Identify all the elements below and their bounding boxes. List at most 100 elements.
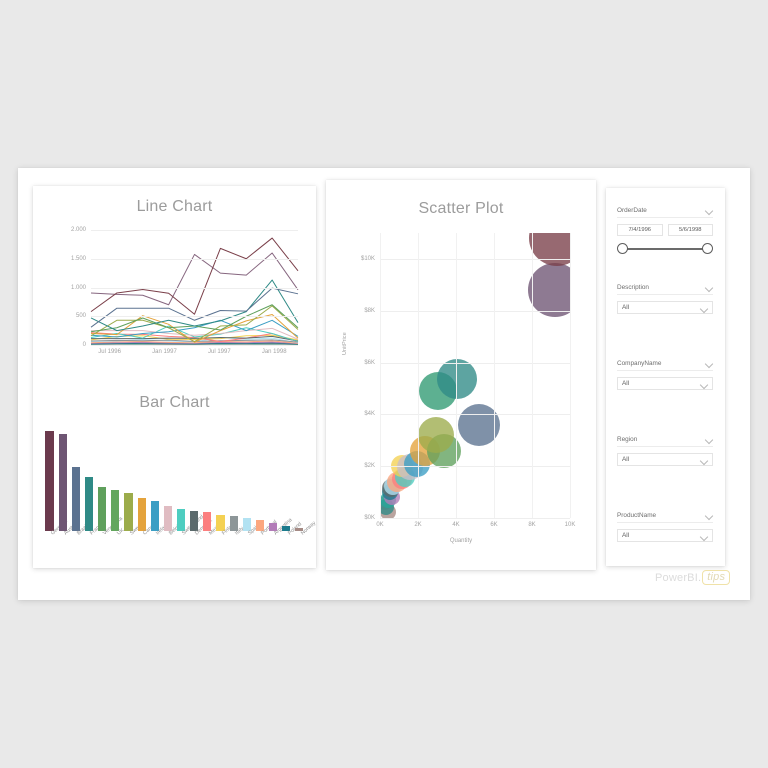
filter-description[interactable]: Description All	[617, 283, 713, 314]
bar-chart-bar[interactable]	[124, 493, 133, 531]
filter-region-label: Region	[617, 435, 638, 443]
line-gridline	[91, 230, 298, 231]
line-series	[90, 287, 299, 328]
chevron-down-icon[interactable]	[700, 532, 708, 540]
bar-chart-plot[interactable]: Germa...AustriaBrazilFranceVenezuelaUKSw…	[43, 426, 317, 537]
bar-chart-bar[interactable]	[84, 477, 94, 531]
scatter-plot-area[interactable]: $0K $2K $4K $6K $8K $10K 0K 2K 4K 6K 8K 10K	[361, 233, 575, 528]
line-x-tick: Jul 1996	[98, 349, 121, 355]
filter-region[interactable]: Region All	[617, 435, 713, 466]
scatter-y-tick: $2K	[364, 463, 375, 470]
bar-chart-bar[interactable]	[71, 467, 80, 531]
scatter-gridline	[380, 258, 570, 260]
scatter-vgridline	[456, 233, 457, 518]
scatter-gridline	[380, 310, 570, 312]
filter-companyname-label: CompanyName	[617, 359, 662, 367]
line-series	[90, 237, 299, 315]
line-series	[90, 325, 299, 343]
scatter-x-tick: 6K	[490, 522, 498, 528]
slider-handle-start[interactable]	[617, 243, 628, 254]
filter-companyname-header[interactable]: CompanyName	[617, 359, 713, 371]
filter-description-dropdown[interactable]: All	[617, 301, 713, 314]
filter-productname[interactable]: ProductName All	[617, 511, 713, 542]
filter-productname-dropdown[interactable]: All	[617, 529, 713, 542]
bar-chart-bar[interactable]	[282, 526, 291, 531]
line-series	[90, 342, 299, 345]
line-series	[91, 327, 299, 340]
chevron-down-icon[interactable]	[700, 304, 708, 312]
filter-productname-header[interactable]: ProductName	[617, 511, 713, 523]
scatter-vgridline	[380, 233, 381, 518]
bar-chart-bar[interactable]	[150, 501, 159, 531]
filter-region-dropdown[interactable]: All	[617, 453, 713, 466]
line-chart-plot[interactable]: 0 500 1.000 1.500 2.000 Jul 1996 Jan 1997 Jul 1…	[71, 227, 299, 355]
filter-productname-label: ProductName	[617, 511, 657, 519]
chevron-down-icon[interactable]	[705, 283, 713, 291]
bar-chart-title: Bar Chart	[139, 394, 210, 411]
line-y-tick: 1.500	[70, 255, 86, 262]
scatter-x-tick: 2K	[414, 522, 422, 528]
filter-region-header[interactable]: Region	[617, 435, 713, 447]
line-series	[90, 279, 299, 332]
line-gridline	[91, 258, 298, 260]
line-series	[91, 335, 299, 342]
chevron-down-icon[interactable]	[700, 456, 708, 464]
scatter-bubble[interactable]	[527, 263, 570, 317]
slider-track	[623, 248, 707, 250]
card-line-and-bar: Line Chart 0 500 1.000 1.500 2.000 Jul 1996 Ja…	[33, 186, 317, 568]
bar-chart-bar[interactable]	[269, 523, 278, 531]
line-series	[90, 252, 299, 306]
scatter-x-axis-label: Quantity	[449, 538, 473, 544]
filter-region-value: All	[622, 456, 630, 463]
filter-panel: OrderDate 7/4/1996 5/6/1998 Description …	[606, 188, 725, 566]
chevron-down-icon[interactable]	[705, 359, 713, 367]
bar-chart-bar[interactable]	[295, 528, 304, 531]
filter-companyname[interactable]: CompanyName All	[617, 359, 713, 390]
scatter-x-tick: 0K	[376, 522, 384, 528]
scatter-x-tick: 10K	[564, 522, 576, 528]
bar-chart-bar[interactable]	[163, 506, 172, 531]
filter-companyname-dropdown[interactable]: All	[617, 377, 713, 390]
bar-chart-bar[interactable]	[242, 518, 251, 531]
filter-orderdate-label: OrderDate	[617, 206, 647, 214]
line-chart-title: Line Chart	[136, 198, 213, 215]
watermark: PowerBI. tips	[655, 570, 731, 585]
orderdate-end-input[interactable]: 5/6/1998	[667, 224, 713, 236]
bar-chart-bar[interactable]	[176, 509, 186, 531]
filter-orderdate[interactable]: OrderDate 7/4/1996 5/6/1998	[617, 206, 713, 254]
filter-orderdate-header[interactable]: OrderDate	[617, 206, 713, 218]
chevron-down-icon[interactable]	[700, 380, 708, 388]
chevron-down-icon[interactable]	[705, 511, 713, 519]
watermark-tips: tips	[702, 570, 731, 585]
scatter-bubble[interactable]	[457, 403, 500, 446]
scatter-x-tick: 8K	[528, 522, 536, 528]
bar-chart-bar[interactable]	[229, 516, 238, 531]
line-y-tick: 2.000	[70, 227, 86, 233]
line-x-tick: Jul 1997	[207, 349, 231, 355]
filter-description-label: Description	[617, 283, 649, 291]
bar-chart-bar[interactable]	[98, 487, 107, 531]
filter-description-header[interactable]: Description	[617, 283, 713, 295]
watermark-brand: PowerBI.	[655, 571, 702, 584]
line-gridline	[91, 287, 298, 289]
chevron-down-icon[interactable]	[705, 435, 713, 443]
scatter-bubble[interactable]	[528, 233, 570, 267]
scatter-bubble[interactable]	[418, 417, 455, 454]
line-gridline	[91, 316, 298, 318]
bar-chart-bar[interactable]	[58, 434, 67, 531]
bar-chart-bar[interactable]	[190, 511, 199, 531]
orderdate-range-slider[interactable]	[617, 243, 713, 254]
bar-chart-bar[interactable]	[216, 515, 225, 531]
line-series	[90, 332, 299, 343]
scatter-plot-title: Scatter Plot	[418, 200, 504, 217]
slider-handle-end[interactable]	[702, 243, 713, 254]
bar-chart-bar[interactable]	[111, 490, 120, 531]
bar-chart-bar[interactable]	[45, 431, 54, 531]
orderdate-start-input[interactable]: 7/4/1996	[617, 224, 663, 236]
line-series	[90, 341, 299, 345]
chevron-down-icon[interactable]	[705, 206, 713, 214]
line-x-tick: Jan 1998	[261, 349, 287, 355]
bar-chart-bar[interactable]	[255, 520, 265, 531]
bar-chart-bar[interactable]	[203, 512, 212, 531]
bar-chart-bar[interactable]	[137, 498, 146, 531]
